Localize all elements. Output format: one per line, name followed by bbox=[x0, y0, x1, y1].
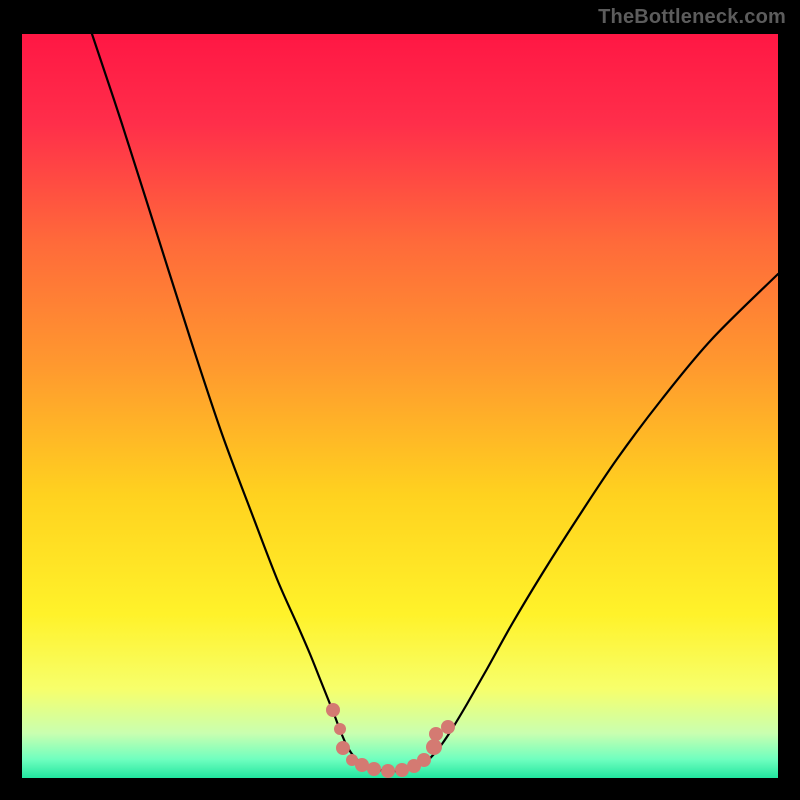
marker-dot bbox=[326, 703, 340, 717]
marker-dot bbox=[355, 758, 369, 772]
marker-dot bbox=[381, 764, 395, 778]
watermark-text: TheBottleneck.com bbox=[598, 6, 786, 29]
marker-dot bbox=[417, 753, 431, 767]
chart-frame: TheBottleneck.com bbox=[0, 0, 800, 800]
marker-dot bbox=[429, 727, 443, 741]
marker-dot bbox=[441, 720, 455, 734]
plot-area bbox=[22, 34, 778, 778]
marker-dot bbox=[395, 763, 409, 777]
gradient-background bbox=[22, 34, 778, 778]
marker-dot bbox=[334, 723, 346, 735]
bottleneck-curve-chart bbox=[22, 34, 778, 778]
marker-dot bbox=[336, 741, 350, 755]
marker-dot bbox=[367, 762, 381, 776]
marker-dot bbox=[426, 739, 442, 755]
